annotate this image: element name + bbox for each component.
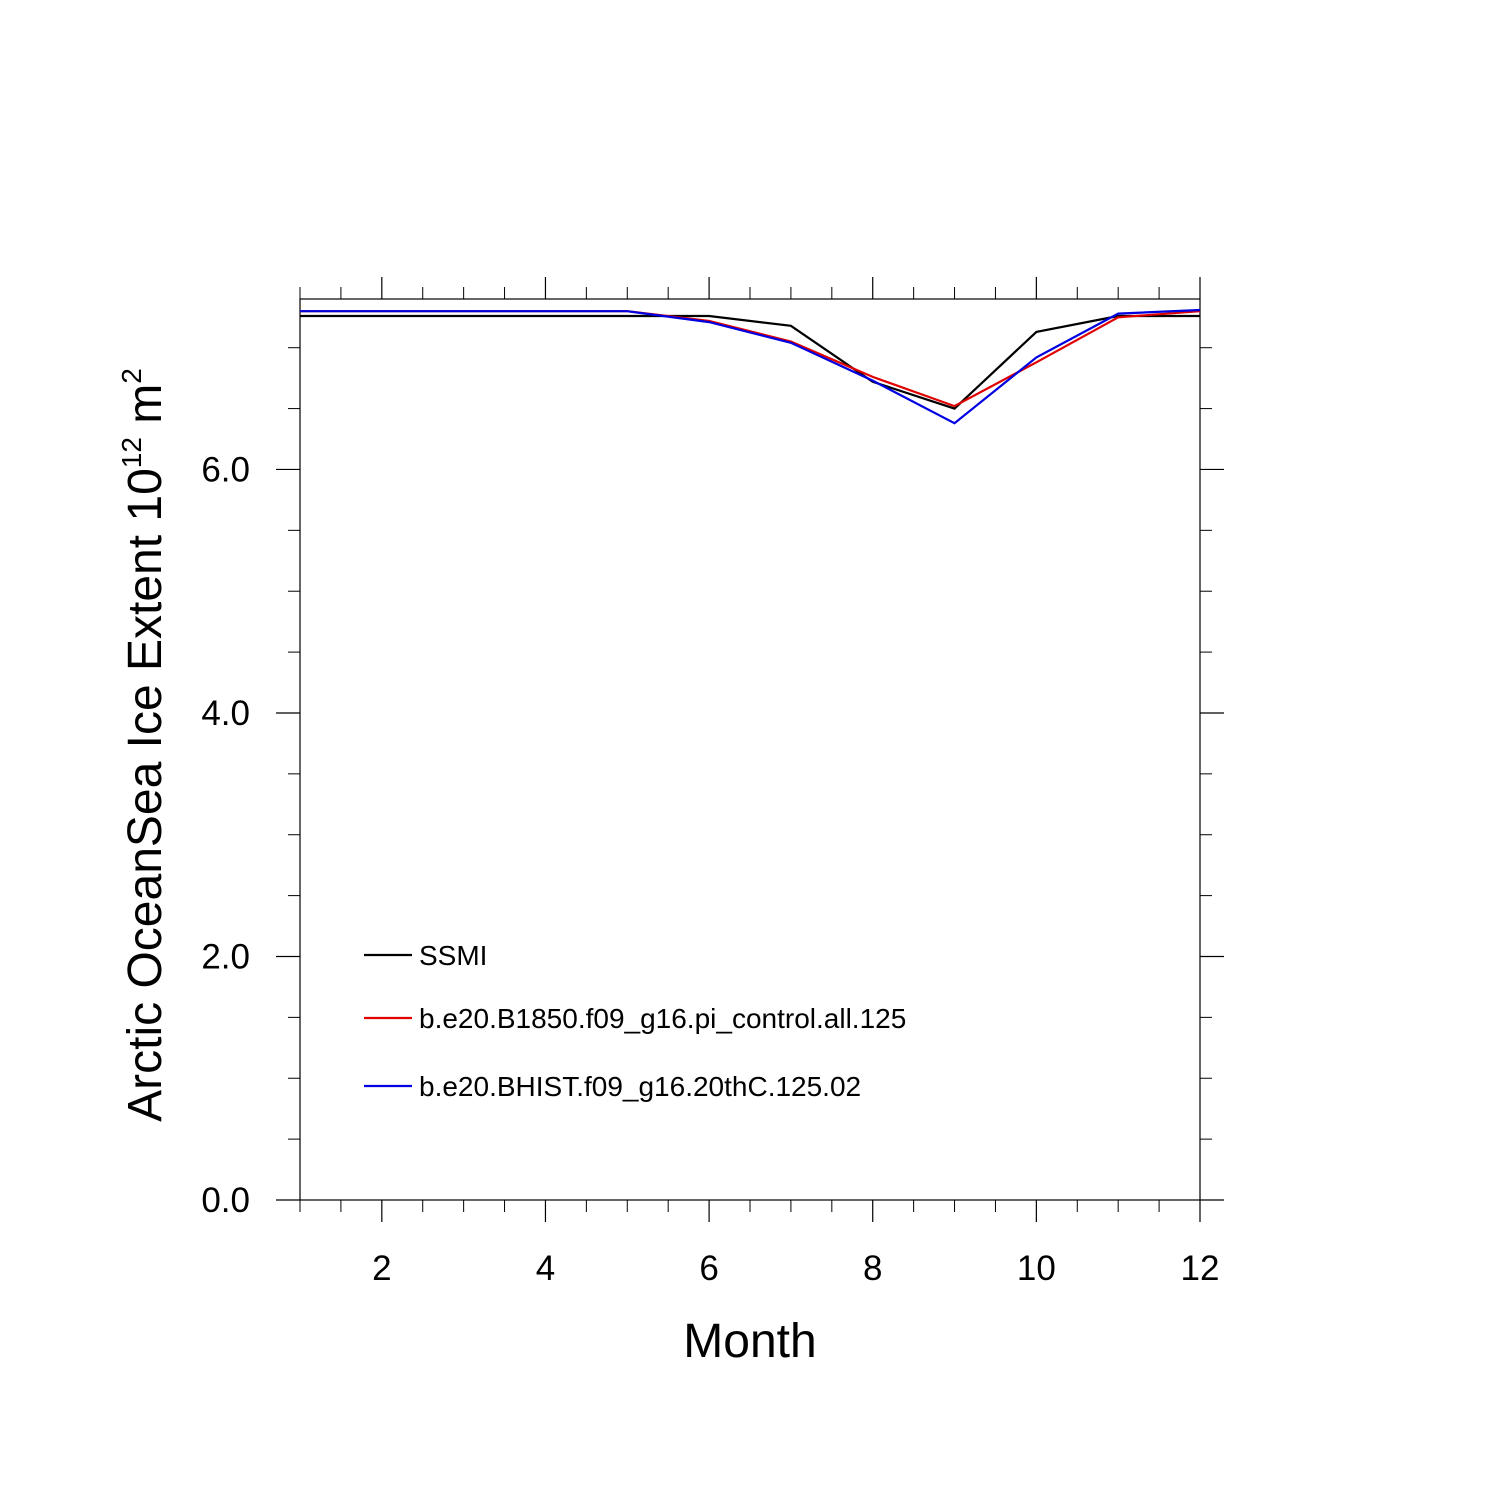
legend: SSMI b.e20.B1850.f09_g16.pi_control.all.1… — [364, 940, 906, 1102]
y-tick-label: 4.0 — [201, 694, 250, 733]
plot-frame — [299, 298, 1201, 1201]
x-tick-label: 10 — [1017, 1249, 1056, 1288]
y-axis-title-unit: m — [119, 384, 172, 437]
y-axis-title: Arctic OceanSea Ice Extent 1012 m2 — [116, 368, 172, 1122]
y-tick-label: 6.0 — [201, 450, 250, 489]
y-axis-title-main: Arctic OceanSea Ice Extent 10 — [119, 468, 172, 1122]
x-tick-label: 2 — [372, 1249, 391, 1288]
legend-label-2: b.e20.B1850.f09_g16.pi_control.all.125 — [419, 1003, 906, 1034]
y-axis-title-exponent: 12 — [116, 437, 147, 468]
y-axis-title-unit-exponent: 2 — [116, 368, 147, 384]
y-tick-labels: 0.0 2.0 4.0 6.0 — [201, 450, 250, 1220]
legend-label-3: b.e20.BHIST.f09_g16.20thC.125.02 — [419, 1071, 861, 1102]
series-line-1 — [300, 314, 1200, 410]
major-ticks — [276, 277, 1224, 1222]
series-lines — [300, 308, 1201, 425]
x-tick-label: 6 — [699, 1249, 718, 1288]
x-axis-title: Month — [683, 1315, 816, 1368]
y-tick-label: 2.0 — [201, 937, 250, 976]
minor-ticks — [288, 287, 1212, 1212]
y-tick-label: 0.0 — [201, 1181, 250, 1220]
x-tick-label: 12 — [1181, 1249, 1220, 1288]
series-line-3 — [300, 308, 1201, 425]
x-tick-label: 4 — [536, 1249, 555, 1288]
legend-label-1: SSMI — [419, 940, 487, 971]
x-tick-label: 8 — [863, 1249, 882, 1288]
x-tick-labels: 2 4 6 8 10 12 — [372, 1249, 1219, 1288]
